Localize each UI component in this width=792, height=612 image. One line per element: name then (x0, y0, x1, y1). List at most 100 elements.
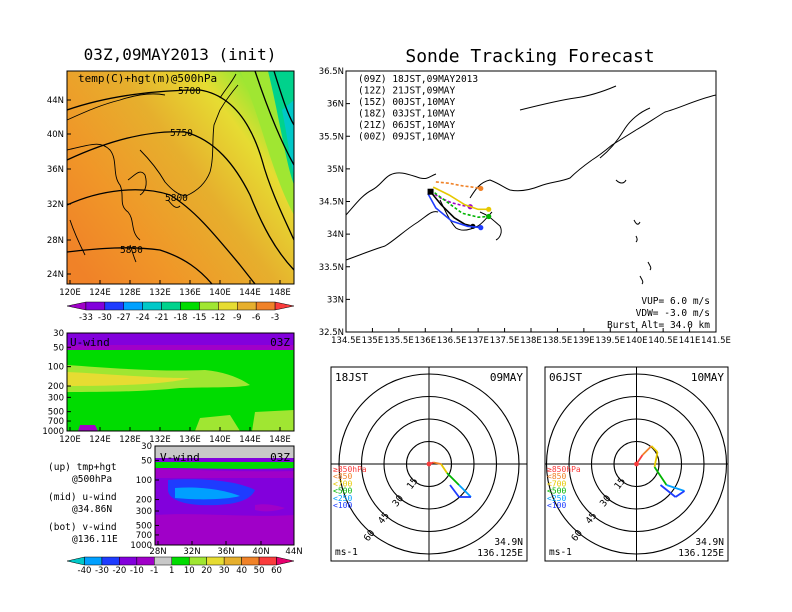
tracking-lon-tick-label: 141E (679, 336, 701, 346)
colorbar-label: -24 (136, 313, 150, 323)
hodograph-segment (659, 484, 677, 498)
v-wind-lat-ticks: 28N 32N 36N 40N 44N (149, 541, 303, 557)
colorbar-label: -33 (79, 313, 93, 323)
colorbar-swatch (104, 301, 124, 311)
hodograph-segment (675, 490, 685, 498)
colorbar-swatch (171, 556, 190, 566)
legend-line-2: @500hPa (72, 474, 112, 485)
trajectory-legend-entry: (18Z) 03JST,10MAY (358, 109, 456, 120)
u-wind-time: 03Z (270, 336, 290, 349)
tracking-lat-tick-label: 33N (327, 295, 344, 305)
temperature-colorbar: -33 -30 -27 -24 -21 -18 -15 -12 -9 -6 -3 (66, 301, 295, 323)
colorbar-swatch (255, 301, 276, 311)
colorbar-swatch (84, 556, 103, 566)
v-wind-pressure-tick-label: 500 (136, 521, 152, 531)
tracking-lon-tick-label: 139E (573, 336, 595, 346)
colorbar-swatch (154, 556, 173, 566)
colorbar-label: 1 (169, 566, 174, 576)
map-lon-tick-label: 144E (239, 288, 261, 298)
u-wind-title: U-wind (70, 336, 110, 349)
colorbar-swatch (119, 556, 138, 566)
map-lat-tick-label: 28N (47, 236, 64, 246)
hodograph-segment (446, 472, 460, 486)
v-wind-pressure-tick-label: 300 (136, 507, 152, 517)
colorbar-label: 40 (236, 566, 247, 576)
v-wind-lat-tick-label: 36N (217, 547, 234, 557)
colorbar-swatch (188, 556, 207, 566)
hodograph-segment (653, 451, 659, 468)
tracking-panel: 36.5N 36N 35.5N 35N 34.5N 34N 33.5N 33N 32.5N 13… (319, 67, 731, 346)
hodograph-time: 18JST (335, 371, 368, 384)
colorbar-label: 20 (201, 566, 212, 576)
map-lat-tick-label: 24N (47, 270, 64, 280)
contour-label-5700: 5700 (178, 86, 201, 97)
map-lat-tick-label: 32N (47, 200, 64, 210)
colorbar-label: -30 (98, 313, 112, 323)
hodograph-level-legend: <700 (547, 479, 566, 488)
u-wind-lon-tick-label: 120E (59, 435, 81, 445)
u-wind-lon-tick-label: 124E (89, 435, 111, 445)
hodograph-segment (641, 445, 653, 456)
v-wind-pressure-tick-label: 50 (141, 456, 152, 466)
tracking-lat-tick-label: 35.5N (319, 132, 344, 142)
hodograph-origin-point (426, 461, 432, 467)
tracking-lat-tick-label: 34N (327, 230, 344, 240)
colorbar-swatch (66, 301, 87, 311)
hodograph-origin-point (634, 461, 639, 467)
u-wind-lon-tick-label: 132E (149, 435, 171, 445)
contour-label-5800: 5800 (165, 193, 188, 204)
map-frame (66, 70, 295, 285)
tracking-lon-tick-label: 138E (520, 336, 542, 346)
hodograph-segment (433, 461, 442, 465)
left-title: 03Z,09MAY2013 (init) (84, 45, 277, 64)
colorbar-swatch (66, 556, 85, 566)
landing-point (478, 185, 484, 192)
v-wind-lat-tick-label: 32N (183, 547, 200, 557)
map-lat-tick-label: 36N (47, 165, 64, 175)
colorbar-swatch (241, 556, 260, 566)
hodograph-level-legend: ≥850hPa (333, 465, 367, 474)
colorbar-label: -27 (117, 313, 131, 323)
u-wind-lon-tick-label: 136E (179, 435, 201, 445)
v-wind-pressure-tick-label: 30 (141, 442, 152, 452)
tracking-lat-tick-label: 36.5N (319, 67, 344, 77)
colorbar-swatch (161, 301, 181, 311)
launch-site-marker (427, 188, 434, 195)
colorbar-swatch (223, 556, 242, 566)
trajectory-line (427, 193, 481, 229)
contour-label-5750: 5750 (170, 128, 193, 139)
legend-line-1: (up) tmp+hgt (48, 462, 117, 473)
vup-text: VUP= 6.0 m/s (641, 296, 710, 307)
hodograph-level-legend: <500 (333, 487, 352, 496)
v-wind-time: 03Z (270, 451, 290, 464)
hodograph-date: 09MAY (490, 371, 523, 384)
tracking-lat-tick-label: 34.5N (319, 198, 344, 208)
wind-colorbar: -40 -30 -20 -10 -1 1 10 20 30 40 50 60 (66, 556, 295, 576)
colorbar-swatch (237, 301, 257, 311)
v-wind-pressure-tick-label: 700 (136, 531, 152, 541)
tracking-lat-tick-label: 33.5N (319, 263, 344, 273)
v-wind-lat-tick-label: 28N (149, 547, 166, 557)
hodograph-level-legend: <100 (333, 501, 352, 510)
trajectory-legend-entry: (12Z) 21JST,09MAY (358, 86, 456, 97)
hodograph-longitude: 136.125E (477, 548, 523, 559)
v-wind-pressure-tick-label: 200 (136, 496, 152, 506)
colorbar-swatch (101, 556, 120, 566)
tracking-lat-tick-label: 35N (327, 165, 344, 175)
hodograph-level-legend: <500 (547, 487, 566, 496)
hodograph-latitude: 34.9N (695, 537, 724, 548)
colorbar-swatch (199, 301, 219, 311)
hodograph-units: ms-1 (335, 547, 358, 558)
colorbar-label: -21 (155, 313, 169, 323)
tracking-coastlines (346, 85, 716, 285)
colorbar-swatch (142, 301, 162, 311)
colorbar-label: -30 (95, 566, 109, 576)
colorbar-label: -6 (252, 313, 260, 323)
tracking-lon-tick-label: 136E (414, 336, 436, 346)
landing-point (486, 206, 492, 212)
legend-line-6: @136.11E (72, 534, 118, 545)
map-lon-tick-label: 128E (119, 288, 141, 298)
contour-label-5850: 5850 (120, 245, 143, 256)
